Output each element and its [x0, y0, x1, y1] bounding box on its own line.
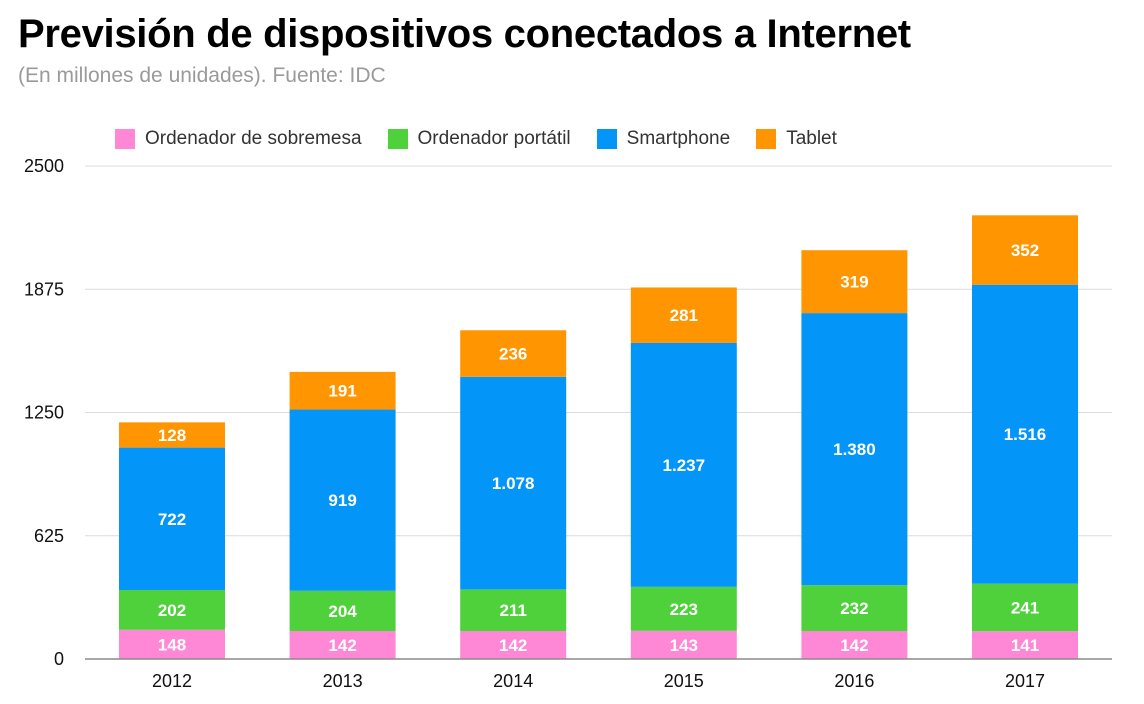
data-label: 148 — [158, 635, 186, 654]
legend-item: Ordenador de sobremesa — [115, 128, 362, 150]
chart-title: Previsión de dispositivos conectados a I… — [18, 12, 911, 56]
x-tick-label: 2013 — [323, 671, 363, 691]
y-tick-label: 2500 — [24, 156, 64, 176]
data-label: 223 — [670, 600, 698, 619]
data-label: 281 — [670, 306, 698, 325]
data-label: 211 — [499, 601, 526, 620]
bar-segment — [119, 629, 225, 659]
x-tick-label: 2014 — [493, 671, 533, 691]
data-label: 919 — [328, 491, 356, 510]
chart-legend: Ordenador de sobremesa Ordenador portátil… — [115, 126, 863, 152]
data-label: 319 — [840, 273, 868, 292]
data-label: 1.237 — [663, 456, 706, 475]
bar-segment — [460, 376, 567, 590]
bar-segment — [289, 371, 396, 410]
x-tick-label: 2012 — [152, 671, 192, 691]
bar-segment — [972, 631, 1078, 659]
data-label: 142 — [328, 636, 356, 655]
data-label: 141 — [1011, 636, 1039, 655]
y-tick-label: 625 — [34, 526, 64, 546]
data-label: 241 — [1011, 598, 1039, 617]
legend-item: Tablet — [756, 128, 837, 150]
chart-subtitle: (En millones de unidades). Fuente: IDC — [18, 64, 386, 87]
data-label: 1.078 — [492, 474, 535, 493]
data-label: 1.380 — [833, 440, 876, 459]
bar-segment — [630, 342, 737, 587]
bar-segment — [460, 589, 567, 631]
x-tick-label: 2016 — [834, 671, 874, 691]
bar-segment — [630, 586, 737, 631]
bar-segment — [289, 630, 396, 659]
legend-swatch — [596, 129, 617, 149]
bar-segment — [460, 630, 567, 659]
data-label: 232 — [840, 599, 868, 618]
data-label: 128 — [158, 426, 186, 445]
data-label: 352 — [1011, 241, 1039, 260]
data-label: 236 — [499, 345, 527, 364]
bar-segment — [630, 287, 737, 343]
y-tick-label: 1250 — [24, 403, 64, 423]
data-label: 191 — [328, 382, 356, 401]
legend-label: Ordenador de sobremesa — [145, 128, 362, 149]
legend-swatch — [387, 129, 408, 149]
bar-segment — [801, 630, 908, 659]
bar-segment — [119, 589, 225, 630]
bar-segment — [801, 585, 908, 631]
y-tick-label: 1875 — [24, 279, 64, 299]
data-label: 202 — [158, 601, 186, 620]
legend-item: Ordenador portátil — [387, 128, 571, 150]
bar-segment — [630, 630, 737, 659]
bar-segment — [801, 250, 908, 314]
bar-segment — [289, 590, 396, 631]
data-label: 143 — [670, 636, 698, 655]
x-tick-label: 2015 — [664, 671, 704, 691]
data-label: 142 — [499, 636, 527, 655]
data-label: 722 — [158, 510, 186, 529]
bar-segment — [119, 447, 225, 590]
legend-label: Tablet — [786, 128, 837, 149]
bar-segment — [119, 422, 225, 448]
bar-segment — [972, 215, 1078, 285]
x-tick-label: 2017 — [1005, 671, 1045, 691]
legend-swatch — [115, 129, 135, 149]
legend-label: Ordenador portátil — [417, 128, 571, 149]
bar-segment — [801, 313, 908, 586]
bar-segment — [972, 583, 1078, 632]
data-label: 1.516 — [1004, 425, 1047, 444]
y-tick-label: 0 — [54, 649, 64, 669]
bar-segment — [972, 284, 1078, 584]
legend-label: Smartphone — [626, 128, 731, 149]
bar-segment — [289, 409, 396, 591]
legend-item: Smartphone — [596, 128, 731, 150]
data-label: 204 — [328, 602, 357, 621]
bar-segment — [460, 330, 567, 377]
legend-swatch — [756, 129, 777, 149]
data-label: 142 — [840, 636, 868, 655]
